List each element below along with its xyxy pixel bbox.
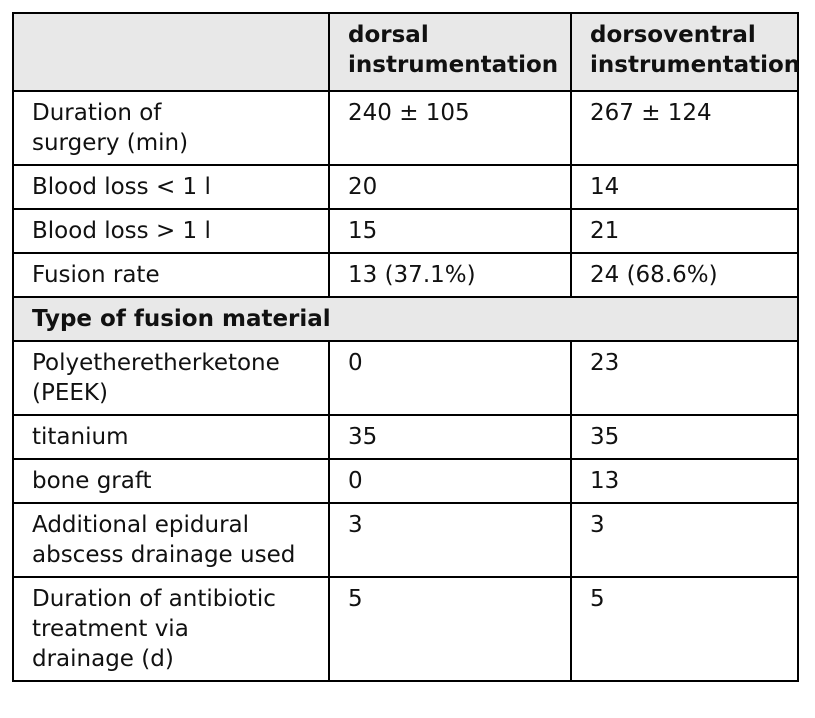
row-label: bone graft — [12, 458, 330, 504]
header-cell-dorsoventral: dorsoventral instrumentation — [570, 12, 800, 92]
data-table: dorsal instrumentation dorsoventral inst… — [12, 12, 800, 682]
row-label: Additional epidural abscess drainage use… — [12, 502, 330, 578]
section-header-row: Type of fusion material — [12, 296, 799, 342]
table-row: Fusion rate 13 (37.1%) 24 (68.6%) — [12, 252, 799, 298]
row-label: Fusion rate — [12, 252, 330, 298]
cell-dorsoventral: 23 — [570, 340, 799, 416]
table-row: titanium 35 35 — [12, 414, 799, 460]
cell-dorsal: 3 — [328, 502, 572, 578]
table-row: Additional epidural abscess drainage use… — [12, 502, 799, 578]
cell-dorsal: 5 — [328, 576, 572, 682]
cell-dorsal: 240 ± 105 — [328, 90, 572, 166]
row-label: Duration of surgery (min) — [12, 90, 330, 166]
cell-dorsal: 20 — [328, 164, 572, 210]
cell-dorsoventral: 13 — [570, 458, 799, 504]
cell-dorsal: 13 (37.1%) — [328, 252, 572, 298]
cell-dorsoventral: 14 — [570, 164, 799, 210]
row-label: Duration of antibiotic treatment via dra… — [12, 576, 330, 682]
cell-dorsal: 35 — [328, 414, 572, 460]
table-row: Duration of antibiotic treatment via dra… — [12, 576, 799, 682]
header-row: dorsal instrumentation dorsoventral inst… — [12, 12, 800, 92]
cell-dorsal: 0 — [328, 340, 572, 416]
cell-dorsoventral: 24 (68.6%) — [570, 252, 799, 298]
row-label: Blood loss < 1 l — [12, 164, 330, 210]
section-title: Type of fusion material — [12, 296, 799, 342]
cell-dorsoventral: 5 — [570, 576, 799, 682]
cell-dorsoventral: 21 — [570, 208, 799, 254]
table-row: Polyetheretherketone (PEEK) 0 23 — [12, 340, 799, 416]
cell-dorsal: 0 — [328, 458, 572, 504]
cell-dorsal: 15 — [328, 208, 572, 254]
cell-dorsoventral: 267 ± 124 — [570, 90, 799, 166]
table-row: Duration of surgery (min) 240 ± 105 267 … — [12, 90, 799, 166]
cell-dorsoventral: 35 — [570, 414, 799, 460]
row-label: Blood loss > 1 l — [12, 208, 330, 254]
table-row: Blood loss < 1 l 20 14 — [12, 164, 799, 210]
header-cell-empty — [12, 12, 330, 92]
row-label: Polyetheretherketone (PEEK) — [12, 340, 330, 416]
cell-dorsoventral: 3 — [570, 502, 799, 578]
header-cell-dorsal: dorsal instrumentation — [328, 12, 572, 92]
table-row: Blood loss > 1 l 15 21 — [12, 208, 799, 254]
row-label: titanium — [12, 414, 330, 460]
table-row: bone graft 0 13 — [12, 458, 799, 504]
